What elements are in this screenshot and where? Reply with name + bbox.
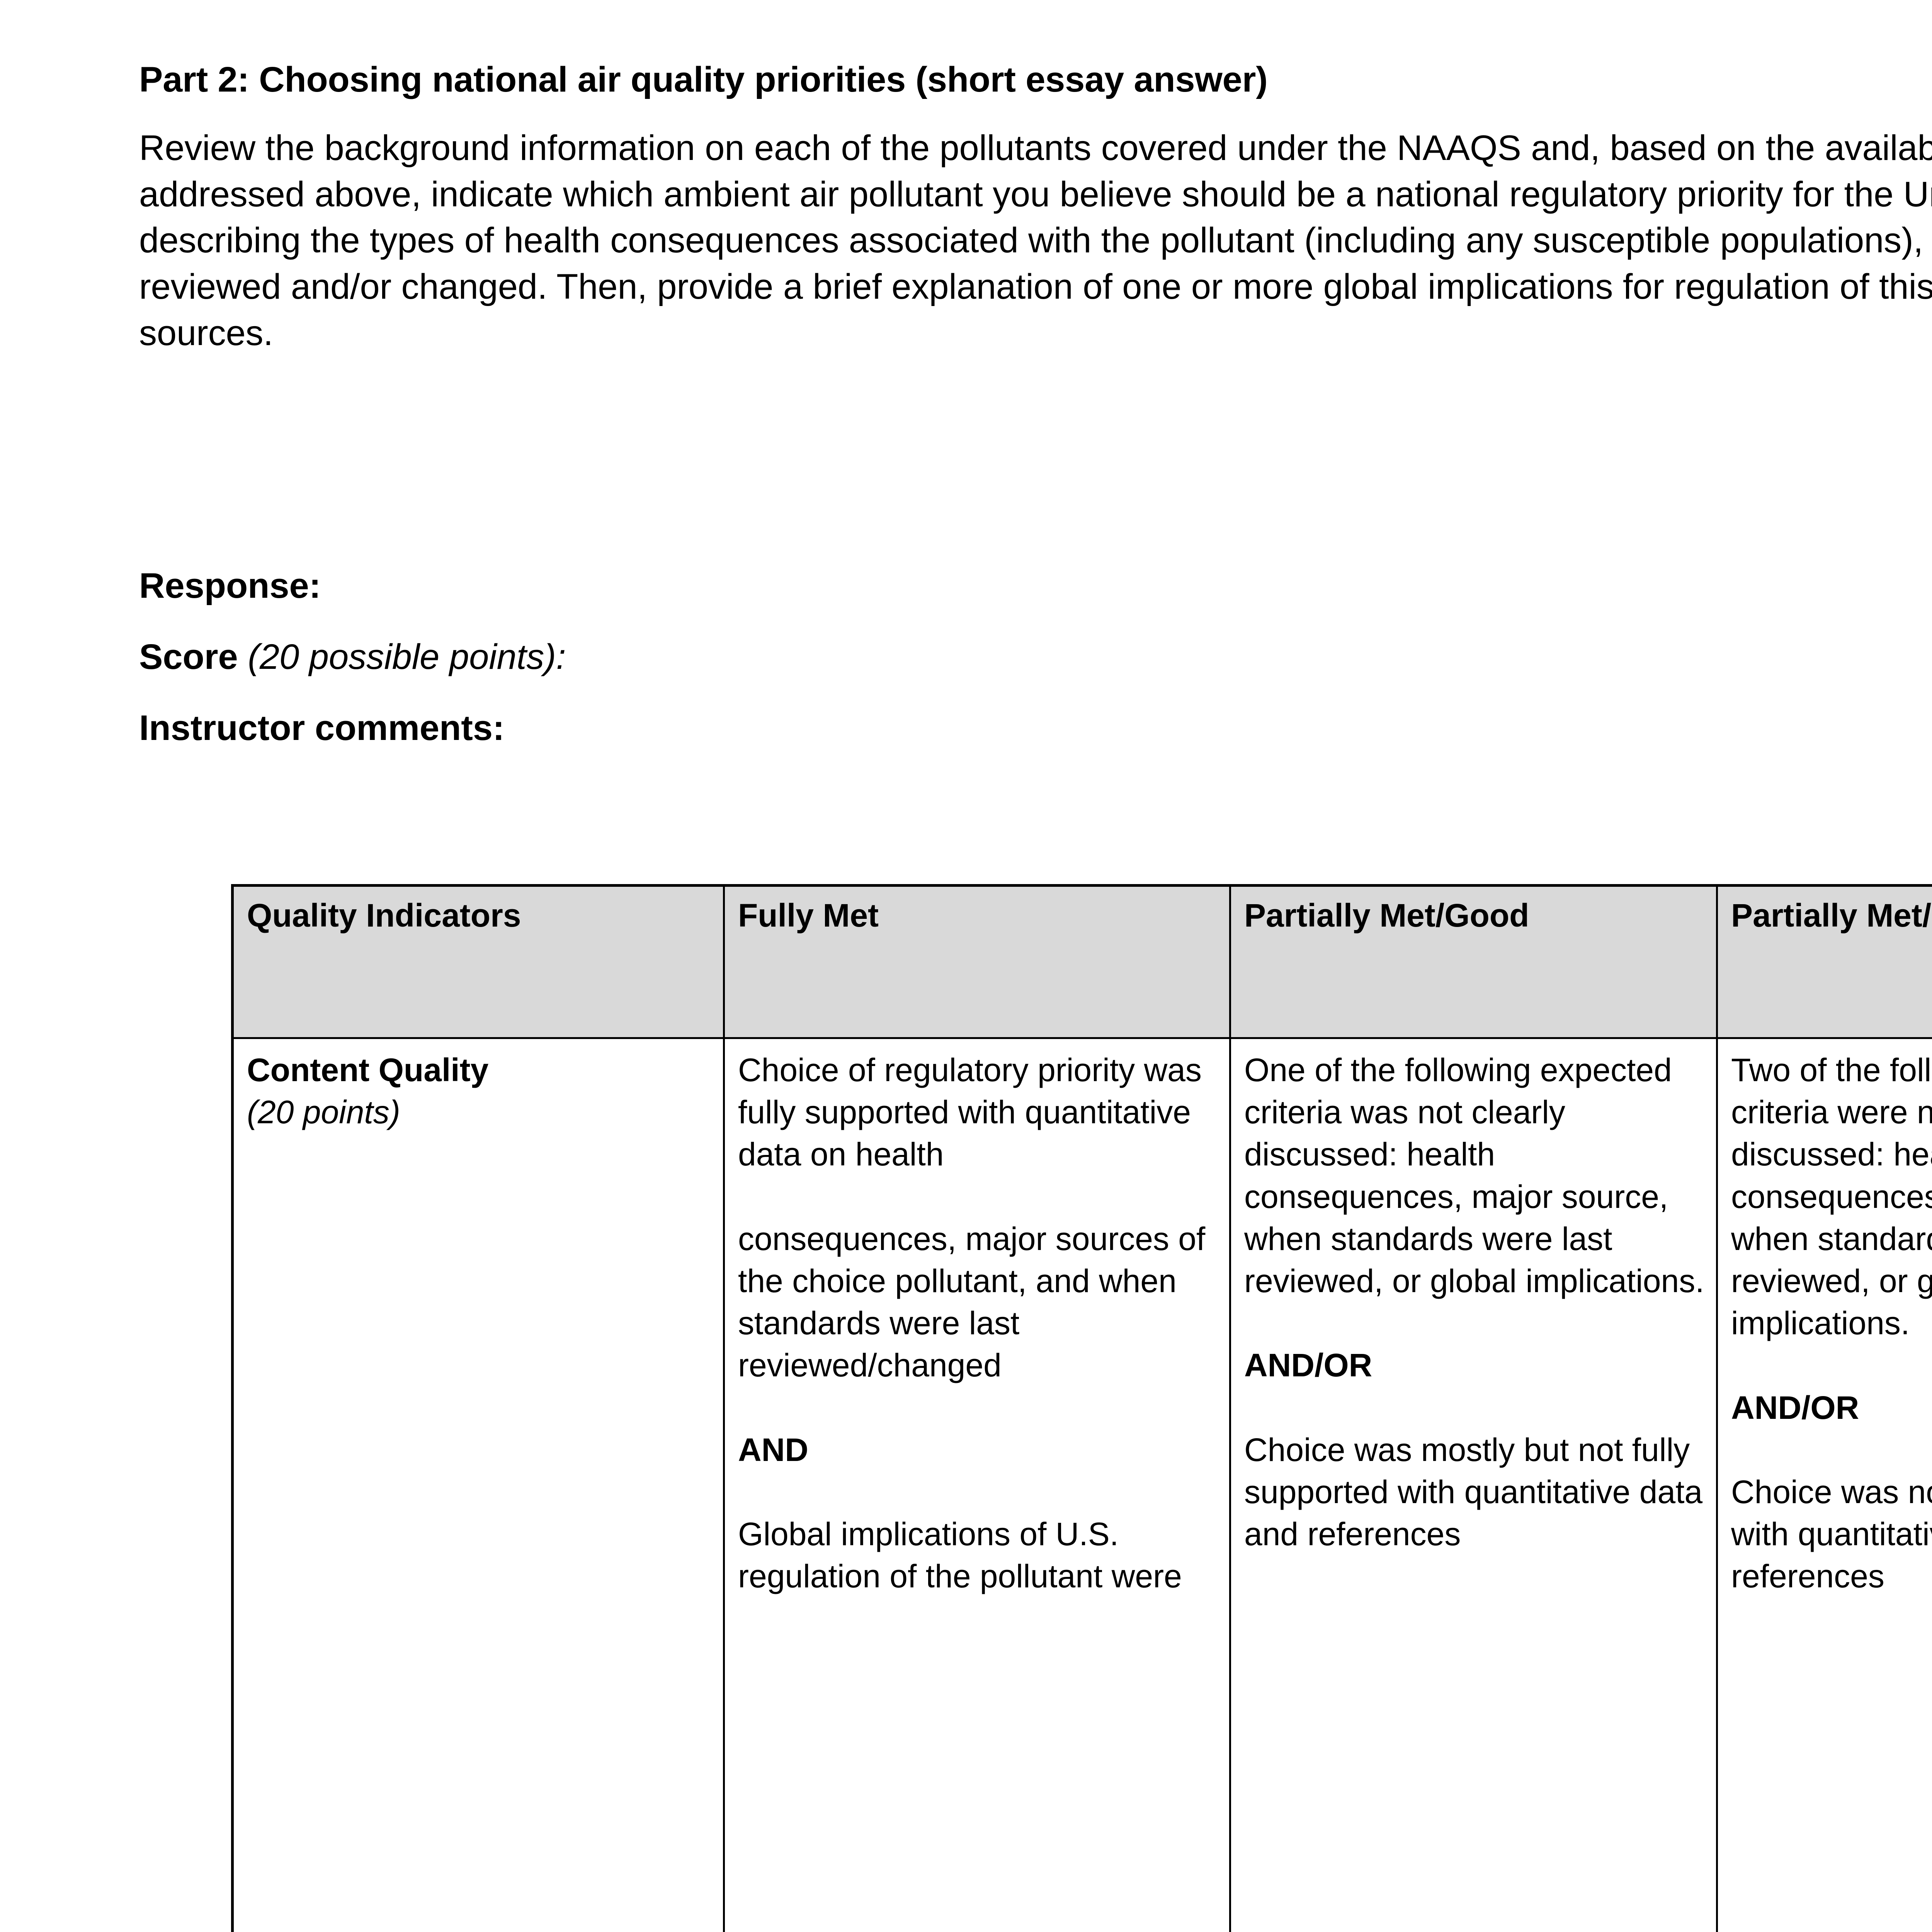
column-header-partially-met-good: Partially Met/Good [1229, 884, 1718, 1039]
score-label: Score (20 possible points): [139, 639, 1685, 675]
column-header-fully-met: Fully Met [723, 884, 1231, 1039]
rubric-table: Quality Indicators Fully Met Partially M… [231, 884, 1932, 1932]
table-header-row: Quality Indicators Fully Met Partially M… [231, 884, 1932, 1039]
partially-met-good-paragraph-1: One of the following expected criteria w… [1244, 1052, 1704, 1299]
score-label-text: Score [139, 637, 238, 677]
fully-met-paragraph-3: Global implications of U.S. regulation o… [738, 1516, 1182, 1595]
response-label-text: Response: [139, 566, 321, 605]
fully-met-conjunction: AND [738, 1431, 808, 1468]
column-header-partially-met-fair: Partially Met/Fair [1716, 884, 1932, 1039]
partially-met-good-paragraph-2: Choice was mostly but not fully supporte… [1244, 1431, 1703, 1553]
score-points-text: (20 possible points): [238, 637, 566, 677]
instructions-paragraph: Review the background information on eac… [139, 128, 1932, 353]
partially-met-good-conjunction: AND/OR [1244, 1347, 1372, 1384]
fully-met-paragraph-1: Choice of regulatory priority was fully … [738, 1052, 1202, 1173]
cell-indicator: Content Quality (20 points) [231, 1037, 725, 1932]
indicator-points: (20 points) [247, 1094, 400, 1131]
partially-met-fair-conjunction: AND/OR [1731, 1389, 1859, 1426]
rubric-table-container: Quality Indicators Fully Met Partially M… [231, 884, 1932, 1932]
cell-partially-met-good: One of the following expected criteria w… [1229, 1037, 1718, 1932]
cell-fully-met: Choice of regulatory priority was fully … [723, 1037, 1231, 1932]
instructor-comments-label: Instructor comments: [139, 710, 1685, 746]
partially-met-fair-paragraph-2: Choice was not well supported with quant… [1731, 1473, 1932, 1595]
instructor-comments-text: Instructor comments: [139, 708, 505, 748]
cell-partially-met-fair: Two of the following expected criteria w… [1716, 1037, 1932, 1932]
fully-met-paragraph-2: consequences, major sources of the choic… [738, 1220, 1206, 1384]
page-title: Part 2: Choosing national air quality pr… [139, 60, 1268, 99]
indicator-name: Content Quality [247, 1052, 489, 1088]
grading-labels: Response: Score (20 possible points): In… [139, 568, 1685, 746]
response-label: Response: [139, 568, 1685, 604]
instructions-block: Part 2: Choosing national air quality pr… [139, 58, 1932, 356]
table-row: Content Quality (20 points) Choice of re… [231, 1037, 1932, 1932]
column-header-quality-indicators: Quality Indicators [231, 884, 725, 1039]
partially-met-fair-paragraph-1: Two of the following expected criteria w… [1731, 1052, 1932, 1342]
